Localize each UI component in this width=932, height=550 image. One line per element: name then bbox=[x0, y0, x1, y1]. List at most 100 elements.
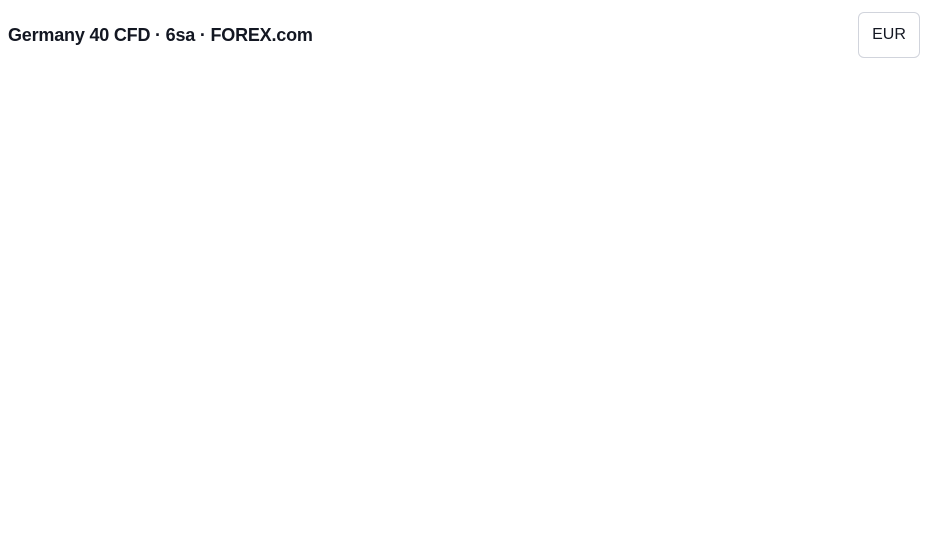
candle bbox=[487, 156, 492, 163]
candle bbox=[296, 275, 301, 279]
x-tick-label: 17 bbox=[196, 513, 215, 532]
candle bbox=[480, 162, 485, 172]
candle bbox=[565, 109, 570, 114]
candle bbox=[104, 326, 110, 332]
candle bbox=[544, 106, 549, 120]
x-tick-label: 12 bbox=[544, 513, 563, 532]
candle bbox=[352, 272, 358, 278]
candle bbox=[593, 116, 599, 123]
x-tick-label: 15 bbox=[609, 513, 628, 532]
candle bbox=[381, 227, 386, 261]
candle bbox=[714, 189, 719, 191]
low-price-badge bbox=[852, 340, 924, 371]
candle bbox=[338, 270, 344, 274]
candle bbox=[97, 326, 103, 337]
candle bbox=[182, 305, 188, 314]
candle bbox=[225, 348, 230, 356]
oscillator-value-badge bbox=[852, 465, 898, 493]
candle bbox=[438, 232, 443, 236]
candle bbox=[133, 330, 138, 339]
candle bbox=[267, 282, 273, 286]
candle bbox=[402, 242, 407, 251]
candle bbox=[735, 192, 740, 195]
support-zone bbox=[503, 140, 850, 149]
candle bbox=[671, 205, 677, 236]
yellow-band bbox=[0, 116, 850, 379]
candle bbox=[62, 353, 67, 357]
candle bbox=[686, 229, 691, 243]
candle bbox=[260, 282, 266, 293]
candle bbox=[197, 321, 202, 332]
candle bbox=[303, 268, 308, 279]
candle bbox=[515, 141, 521, 145]
candle bbox=[608, 119, 613, 122]
candle bbox=[168, 272, 173, 293]
candle bbox=[622, 119, 627, 125]
candle bbox=[601, 116, 606, 120]
candle bbox=[19, 363, 25, 367]
candle bbox=[55, 353, 60, 356]
eu-flag-icon bbox=[798, 348, 822, 372]
candle bbox=[34, 358, 39, 361]
candle bbox=[650, 182, 655, 185]
candle bbox=[537, 119, 542, 132]
candle bbox=[508, 144, 514, 153]
currency-selector[interactable]: EUR bbox=[858, 12, 920, 58]
candle bbox=[126, 318, 131, 339]
x-tick-label: 23 bbox=[739, 513, 758, 532]
oscillator-value-label: 48,43 bbox=[855, 433, 895, 450]
x-tick-label: 22 bbox=[261, 513, 280, 532]
candle bbox=[693, 229, 698, 250]
candle bbox=[83, 331, 88, 342]
candle bbox=[140, 321, 145, 331]
candle bbox=[161, 265, 166, 273]
candle bbox=[523, 136, 528, 142]
candle bbox=[119, 310, 124, 319]
candle bbox=[204, 331, 209, 336]
candle bbox=[331, 270, 336, 276]
oscillator-pane bbox=[0, 388, 850, 500]
candle bbox=[395, 237, 400, 243]
candle bbox=[494, 149, 499, 157]
candle bbox=[643, 172, 648, 183]
candle bbox=[657, 182, 662, 186]
candle bbox=[189, 313, 195, 322]
candle bbox=[345, 273, 351, 278]
support-price-badge bbox=[852, 129, 924, 160]
resistance-price-badge bbox=[852, 91, 924, 122]
demand-zone bbox=[0, 353, 850, 372]
candle bbox=[459, 189, 464, 211]
candle bbox=[749, 188, 755, 191]
oscillator-value-badge bbox=[852, 426, 898, 454]
candle bbox=[423, 245, 429, 253]
candle bbox=[48, 351, 53, 356]
candle bbox=[112, 310, 117, 332]
candle bbox=[374, 260, 379, 264]
candle bbox=[317, 272, 322, 274]
candle bbox=[275, 278, 280, 286]
x-tick-label: 2026 bbox=[393, 513, 431, 532]
candle bbox=[700, 215, 705, 250]
candle bbox=[388, 227, 393, 238]
resistance-price-label: 25.379,2 bbox=[857, 100, 919, 117]
candle bbox=[579, 108, 585, 117]
candle bbox=[636, 139, 641, 173]
candle bbox=[360, 272, 365, 286]
candle bbox=[239, 321, 244, 339]
last-price-price-label: 24.887,5 bbox=[857, 181, 919, 198]
signal-line bbox=[0, 406, 753, 473]
candle bbox=[69, 346, 74, 357]
supply-zone bbox=[518, 99, 850, 118]
eu-flag-icon bbox=[752, 348, 776, 372]
y-tick-label: 25.600,0 bbox=[862, 63, 924, 80]
chart-title: Germany 40 CFD · 6sa · FOREX.com bbox=[8, 25, 313, 45]
candle bbox=[409, 249, 414, 251]
y-tick-label: 24.400,0 bbox=[862, 262, 924, 279]
candle bbox=[253, 292, 259, 299]
candle bbox=[615, 119, 620, 122]
candle bbox=[572, 108, 577, 114]
candle bbox=[445, 219, 450, 236]
candle bbox=[41, 351, 46, 361]
